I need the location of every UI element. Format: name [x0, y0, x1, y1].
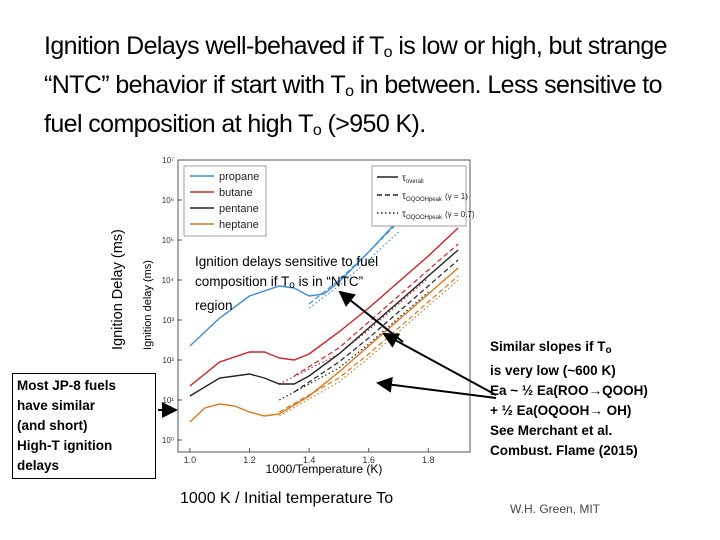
callout-line: is very low (~600 K): [490, 363, 616, 378]
fuel-legend: propane butane pentane heptane: [183, 165, 267, 237]
series-line-butane-gamma07: [279, 277, 429, 385]
y-tick-label: 10³: [162, 316, 174, 325]
y-tick-label: 10⁵: [162, 236, 174, 245]
x-tick-label: 1.4: [303, 455, 316, 465]
y-tick-label: 10⁶: [162, 196, 174, 205]
series-line-pentane-overall: [189, 249, 459, 397]
callout-line: delays: [17, 458, 60, 473]
style-legend-sub: OQOOHpeak: [406, 215, 443, 221]
callout-line: Ea ~ ½ Ea(ROO→QOOH): [490, 383, 648, 398]
style-legend-box: [371, 165, 467, 227]
fuel-legend-label: propane: [219, 171, 259, 183]
y-tick-label: 10⁴: [162, 276, 175, 285]
series-line-propane-gamma07: [308, 231, 399, 309]
callout-line: (and short): [17, 418, 88, 433]
arrow-low-t-slopes-1: [382, 333, 497, 396]
fuel-legend-label: pentane: [219, 203, 259, 215]
ticks-layer: 1.0 1.2 1.4 1.6 1.8 10⁰ 10¹ 10² 10³ 10⁴ 10⁵ 10⁶ 10⁷: [162, 156, 435, 465]
callout-line: Combust. Flame (2015): [490, 443, 638, 458]
callout-line: have similar: [17, 398, 96, 413]
credit: W.H. Green, MIT: [510, 502, 601, 516]
series-line-pentane-gamma1: [293, 259, 459, 393]
style-legend-sub: overall: [406, 179, 424, 185]
series-line-pentane-gamma07: [279, 291, 429, 401]
style-legend-extra: (γ = 1): [445, 192, 468, 201]
style-legend-extra: (γ = 0.7): [445, 210, 475, 219]
y-tick-label: 10¹: [162, 396, 174, 405]
series-line-butane-overall: [189, 227, 459, 387]
series-line-heptane-gamma1: [279, 275, 459, 413]
series-line-butane-gamma1: [293, 243, 459, 377]
callout-line: + ½ Ea(OQOOH→ OH): [490, 403, 632, 418]
series-layer: [189, 191, 459, 423]
y-tick-label: 10²: [162, 356, 174, 365]
plot-frame: [177, 159, 471, 453]
fuel-legend-items: propane butane pentane heptane: [190, 171, 259, 231]
x-axis-label: 1000/Temperature (K): [266, 462, 383, 476]
x-tick-label: 1.0: [184, 455, 197, 465]
low-t-callout: Similar slopes if To is very low (~600 K…: [486, 335, 690, 463]
series-line-propane-overall: [189, 191, 429, 347]
series-line-heptane-gamma07: [279, 279, 459, 417]
bottom-axis-caption: 1000 K / Initial temperature To: [180, 490, 394, 507]
ntc-note: Ignition delays sensitive to fuel compos…: [195, 254, 379, 313]
fuel-legend-label: butane: [219, 187, 253, 199]
series-line-propane-gamma1: [308, 193, 429, 305]
slide-title: Ignition Delays well-behaved if To is lo…: [44, 32, 668, 139]
series-line-heptane-overall: [189, 267, 459, 423]
callout-line: Similar slopes if To: [490, 339, 612, 356]
y-axis-label: Ignition delay (ms): [142, 260, 154, 350]
callout-line: Most JP-8 fuels: [17, 378, 117, 393]
high-t-callout: Most JP-8 fuels have similar (and short)…: [12, 373, 156, 479]
callout-line: See Merchant et al.: [490, 423, 613, 438]
style-legend-sub: OQOOHpeak: [406, 197, 443, 203]
y-tick-label: 10⁰: [162, 436, 174, 445]
x-tick-label: 1.8: [422, 455, 435, 465]
y-tick-label: 10⁷: [162, 156, 174, 165]
fuel-legend-label: heptane: [219, 219, 259, 231]
x-tick-label: 1.2: [243, 455, 256, 465]
arrow-low-t-slopes-2: [376, 376, 497, 399]
callout-line: High-T ignition: [17, 438, 113, 453]
x-tick-label: 1.6: [362, 455, 375, 465]
